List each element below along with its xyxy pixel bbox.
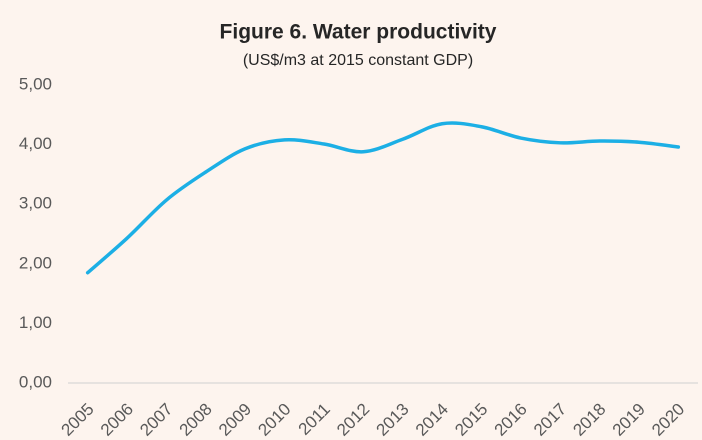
y-tick-label: 2,00 <box>19 253 52 272</box>
y-tick-label: 5,00 <box>19 74 52 93</box>
y-tick-label: 1,00 <box>19 313 52 332</box>
y-tick-label: 4,00 <box>19 134 52 153</box>
chart-title: Figure 6. Water productivity <box>220 21 497 44</box>
chart-subtitle: (US$/m3 at 2015 constant GDP) <box>243 52 473 69</box>
line-series <box>85 121 681 275</box>
y-tick-label: 3,00 <box>19 194 52 213</box>
y-tick-label: 0,00 <box>19 372 52 391</box>
